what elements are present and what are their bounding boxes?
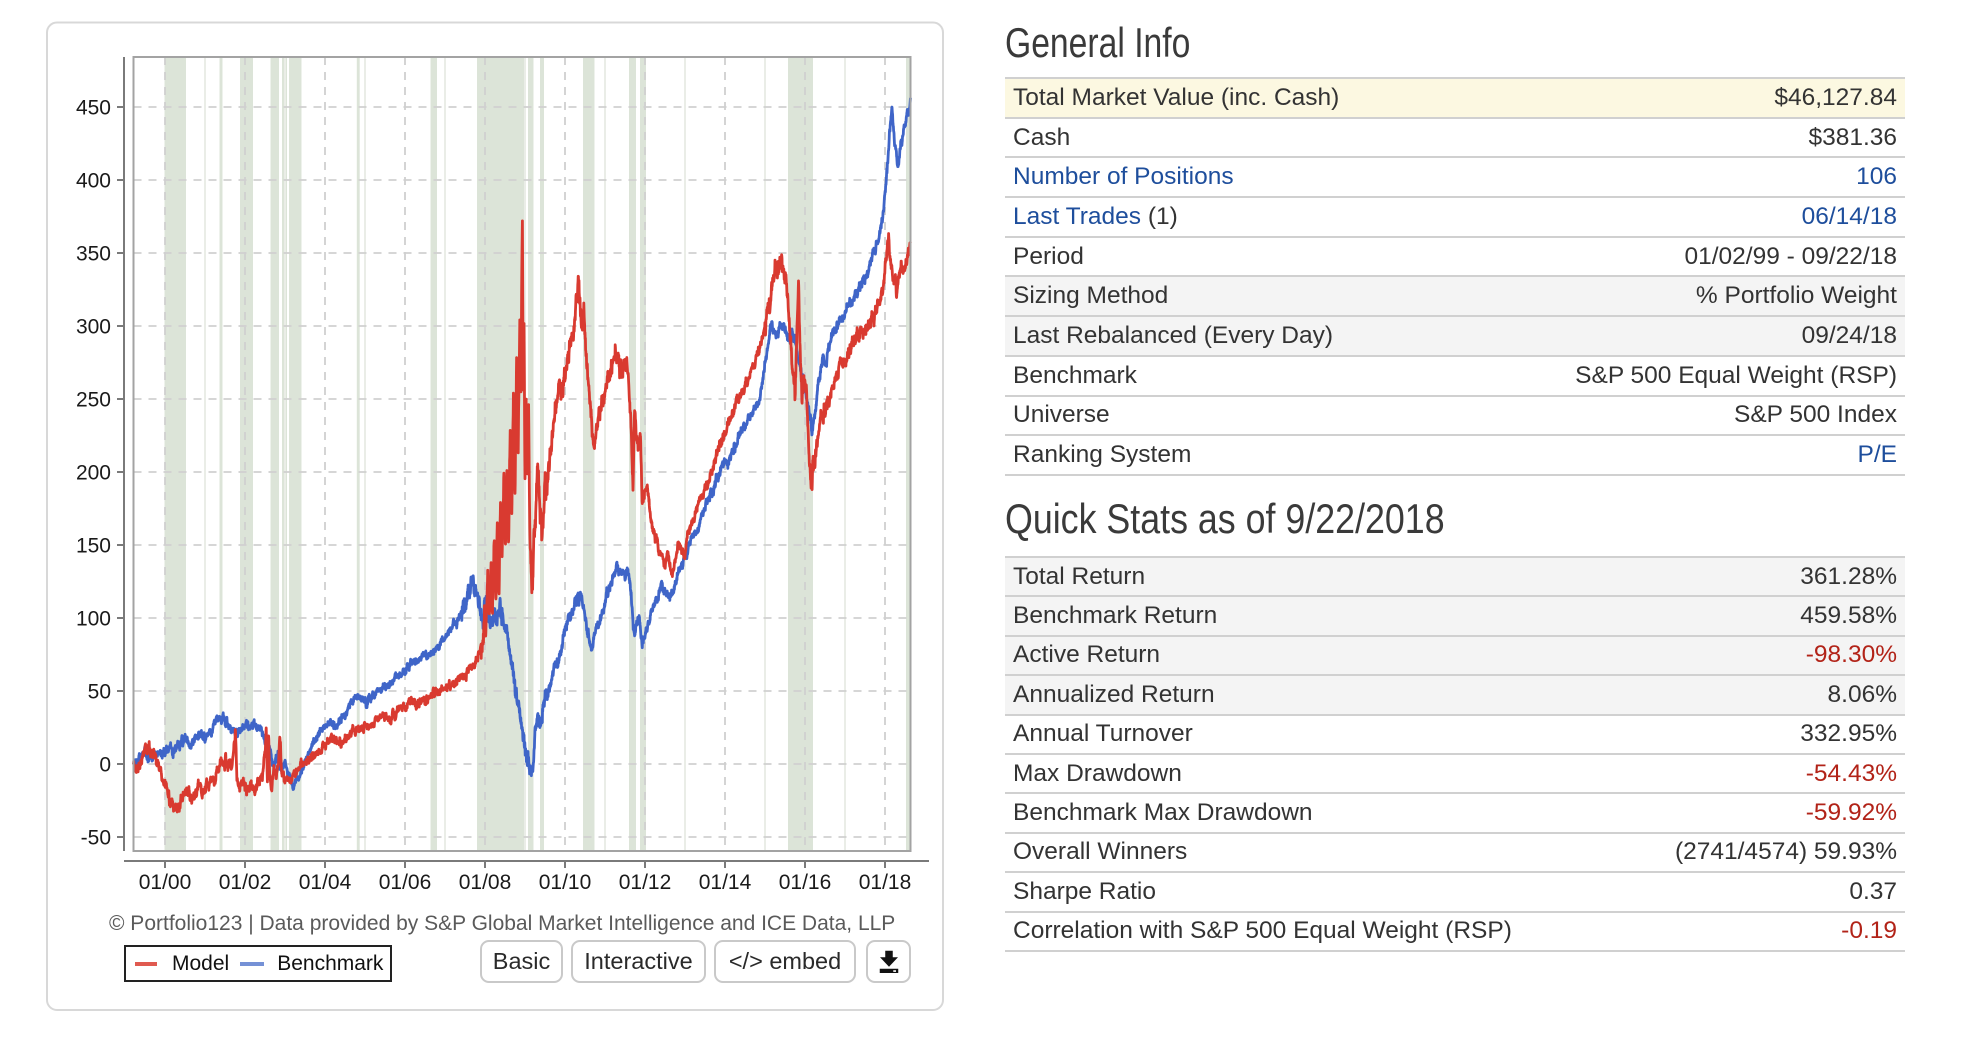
- svg-text:01/04: 01/04: [299, 871, 352, 894]
- svg-text:01/16: 01/16: [779, 871, 832, 894]
- svg-text:01/02: 01/02: [219, 871, 272, 894]
- svg-text:250: 250: [76, 389, 111, 412]
- svg-text:01/12: 01/12: [619, 871, 672, 894]
- svg-text:150: 150: [76, 535, 111, 558]
- svg-text:01/18: 01/18: [859, 871, 912, 894]
- svg-text:450: 450: [76, 97, 111, 120]
- svg-text:01/10: 01/10: [539, 871, 592, 894]
- svg-text:01/00: 01/00: [139, 871, 192, 894]
- svg-text:350: 350: [76, 243, 111, 266]
- svg-text:50: 50: [88, 681, 111, 704]
- svg-text:01/08: 01/08: [459, 871, 512, 894]
- svg-text:0: 0: [99, 754, 111, 777]
- svg-text:01/06: 01/06: [379, 871, 432, 894]
- svg-text:200: 200: [76, 462, 111, 485]
- svg-text:300: 300: [76, 316, 111, 339]
- svg-text:400: 400: [76, 170, 111, 193]
- svg-text:100: 100: [76, 608, 111, 631]
- svg-text:-50: -50: [81, 827, 111, 850]
- svg-text:01/14: 01/14: [699, 871, 752, 894]
